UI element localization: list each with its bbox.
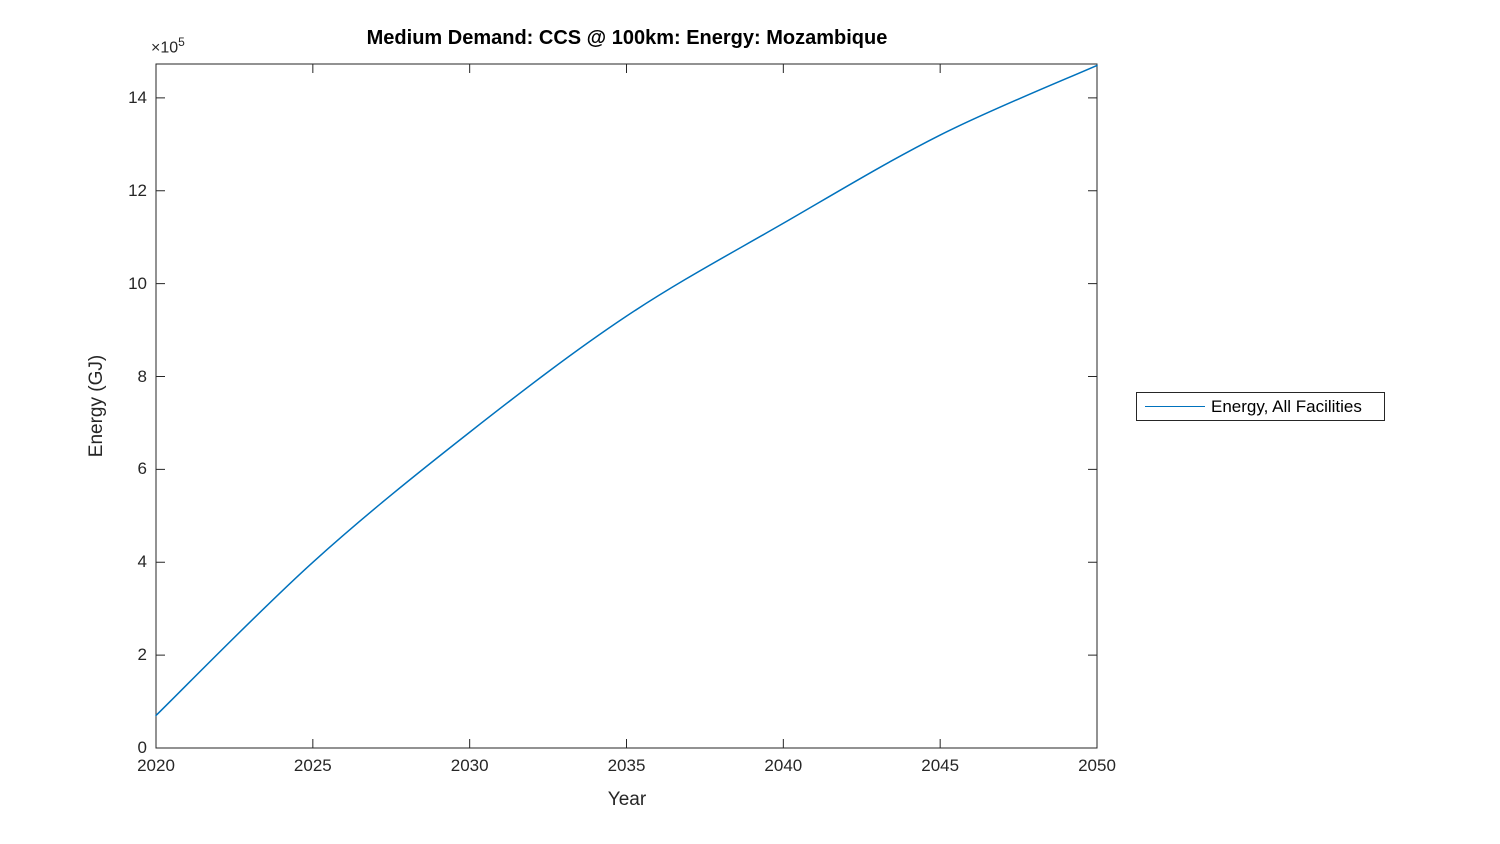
chart-title: Medium Demand: CCS @ 100km: Energy: Moza… <box>366 27 888 49</box>
x-tick-label: 2045 <box>921 756 960 775</box>
y-axis-multiplier-exponent: 5 <box>178 35 185 49</box>
y-axis-multiplier: ×105 <box>151 35 185 57</box>
x-tick-label: 2025 <box>293 756 332 775</box>
x-tick-label: 2040 <box>764 756 803 775</box>
legend-entry-label: Energy, All Facilities <box>1211 396 1362 416</box>
x-tick-label: 2030 <box>450 756 489 775</box>
x-tick-label: 2035 <box>607 756 646 775</box>
x-tick-label: 2020 <box>137 756 175 775</box>
y-axis-multiplier-base: ×10 <box>151 39 179 57</box>
y-tick-label: 12 <box>128 180 147 200</box>
plot-border <box>155 63 1098 749</box>
axis-tick-marks <box>155 64 1098 749</box>
x-tick-label: 2050 <box>1078 756 1116 775</box>
y-tick-label: 0 <box>137 738 147 757</box>
y-tick-label: 14 <box>128 87 147 107</box>
legend-line-sample <box>1145 406 1205 407</box>
y-tick-label: 4 <box>137 552 147 572</box>
y-tick-label: 6 <box>137 459 147 479</box>
y-tick-label: 10 <box>128 273 147 293</box>
legend: Energy, All Facilities <box>1136 392 1385 421</box>
x-axis-label: Year <box>607 789 647 810</box>
y-tick-label: 8 <box>137 366 147 386</box>
energy-series-line <box>155 64 1098 717</box>
y-tick-label: 2 <box>137 645 147 665</box>
